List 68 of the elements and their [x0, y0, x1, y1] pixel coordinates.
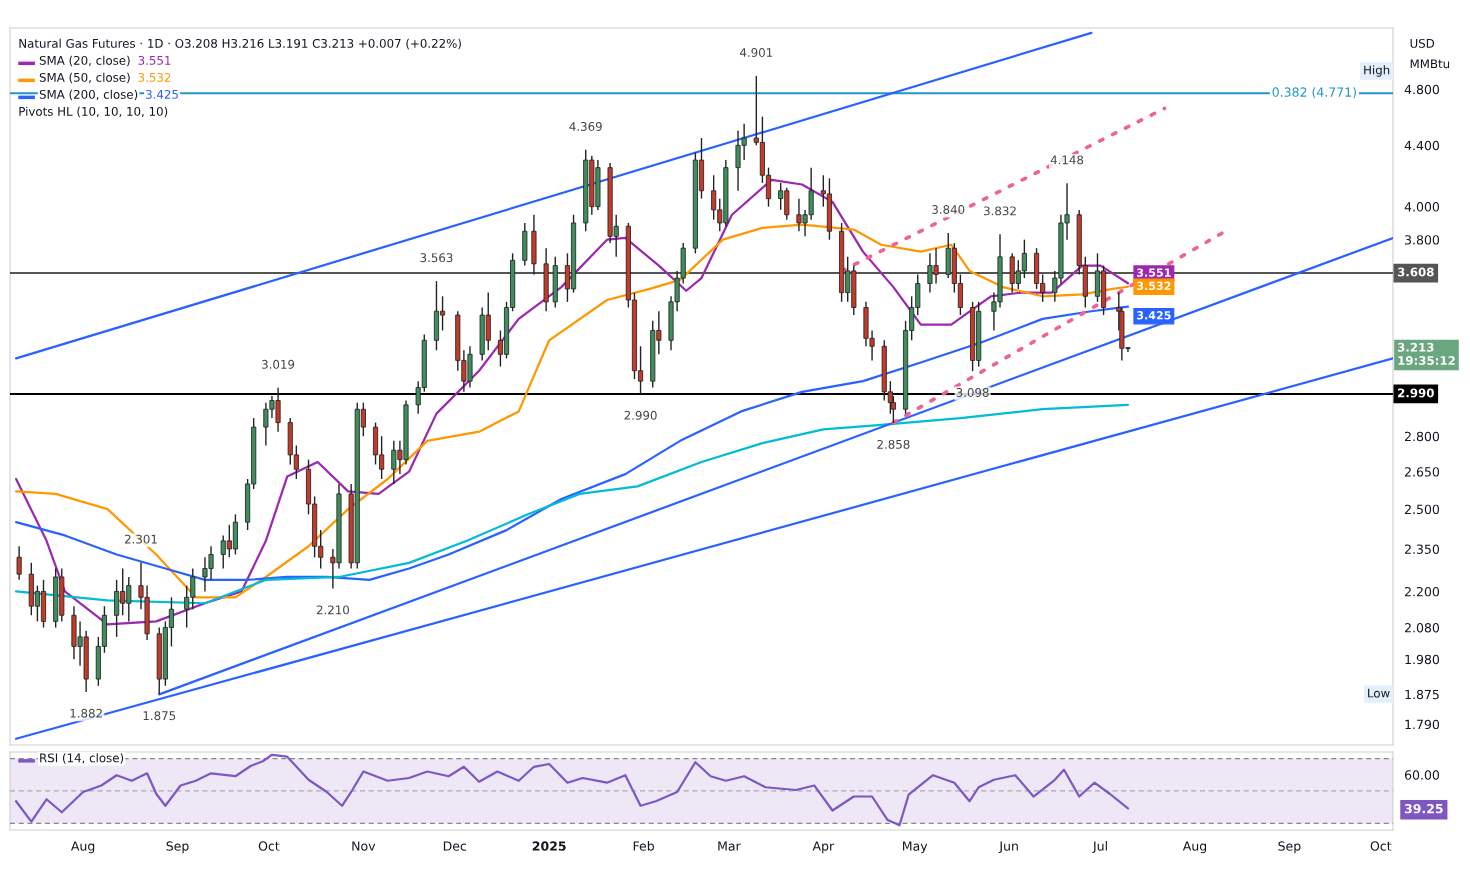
legend-label: RSI (14, close): [40, 753, 124, 764]
annotation: 2.210: [316, 605, 350, 615]
y-tick-label: 3.800: [1405, 235, 1440, 245]
annotation: 3.840: [932, 205, 965, 214]
x-tick-label: Sep: [166, 841, 189, 854]
text: 3.532: [138, 72, 171, 82]
y-tick-label: 1.980: [1405, 654, 1440, 665]
y-tick-label: 1.875: [1405, 689, 1439, 700]
x-tick-label: 2025: [532, 841, 566, 851]
annotation: Low: [1368, 688, 1390, 698]
y-tick-label: 2.650: [1405, 467, 1440, 477]
x-tick-label: Feb: [633, 841, 654, 851]
annotation: 3.563: [420, 253, 453, 263]
y-tick-label: 2.350: [1405, 544, 1440, 554]
annotation: 1.882: [70, 708, 102, 718]
x-tick-label: Aug: [71, 841, 95, 854]
line-series: [14, 403, 1130, 605]
legend-label: SMA (50, close): [39, 72, 130, 84]
x-tick-label: Mar: [718, 841, 741, 851]
y-tick-label: 4.000: [1404, 202, 1440, 212]
annotation: 1.875: [143, 711, 176, 721]
x-tick-label: Dec: [443, 841, 467, 851]
line-series: [14, 178, 1130, 626]
text: 3.213 19:35:12: [1397, 342, 1455, 365]
x-tick-label: Jul: [1092, 841, 1107, 854]
y-tick-label: 2.500: [1405, 504, 1440, 515]
x-tick-label: Oct: [1370, 841, 1392, 851]
annotation: 3.019: [262, 359, 295, 369]
annotation: 2.301: [124, 534, 157, 544]
annotation: 3.832: [984, 206, 1016, 216]
text: 3.425: [146, 89, 178, 99]
x-tick-label: May: [903, 841, 928, 854]
annotation: 2.858: [877, 439, 910, 449]
x-tick-label: Nov: [352, 841, 376, 851]
x-tick-label: Sep: [1278, 841, 1301, 854]
data-label: 3.532: [1137, 281, 1171, 290]
y-axis-title: USD MMBtu: [1410, 38, 1450, 69]
line-series: [14, 305, 1130, 581]
ref-line-label: 0.382 (4.771): [1272, 87, 1356, 99]
annotation: 4.369: [569, 121, 602, 131]
annotation: 3.098: [956, 388, 989, 397]
ref-line-label: 3.608: [1397, 267, 1434, 277]
text: 3.551: [138, 55, 171, 65]
legend-label: SMA (20, close): [39, 55, 130, 67]
annotation: 4.901: [739, 48, 773, 57]
annotation: High: [1364, 65, 1390, 77]
y-tick-label: 1.790: [1405, 719, 1440, 730]
line-series: [14, 753, 1130, 827]
y-tick-label: 39.25: [1404, 803, 1443, 814]
annotation: Pivots HL (10, 10, 10, 10): [19, 106, 168, 118]
data-label: 3.425: [1137, 311, 1171, 320]
data-label: 3.551: [1137, 268, 1171, 277]
x-tick-label: Apr: [812, 841, 835, 854]
legend-label: SMA (200, close): [39, 89, 138, 101]
annotation: 2.990: [624, 410, 657, 420]
x-tick-label: Aug: [1182, 841, 1207, 854]
y-tick-label: 2.800: [1405, 431, 1440, 442]
ref-line-label: 2.990: [1398, 388, 1434, 398]
y-tick-label: 2.080: [1405, 623, 1440, 633]
y-tick-label: 60.00: [1404, 770, 1440, 780]
y-tick-label: 4.800: [1404, 84, 1440, 95]
candlestick: [16, 545, 22, 581]
y-tick-label: 4.400: [1404, 140, 1440, 151]
x-tick-label: Oct: [258, 841, 280, 851]
text: Natural Gas Futures · 1D · O3.208 H3.216 L3.191 C3.213 +0.007 (+0.22%): [19, 38, 461, 50]
y-tick-label: 2.200: [1405, 586, 1440, 597]
x-tick-label: Jun: [998, 841, 1018, 854]
annotation: 4.148: [1050, 155, 1084, 165]
